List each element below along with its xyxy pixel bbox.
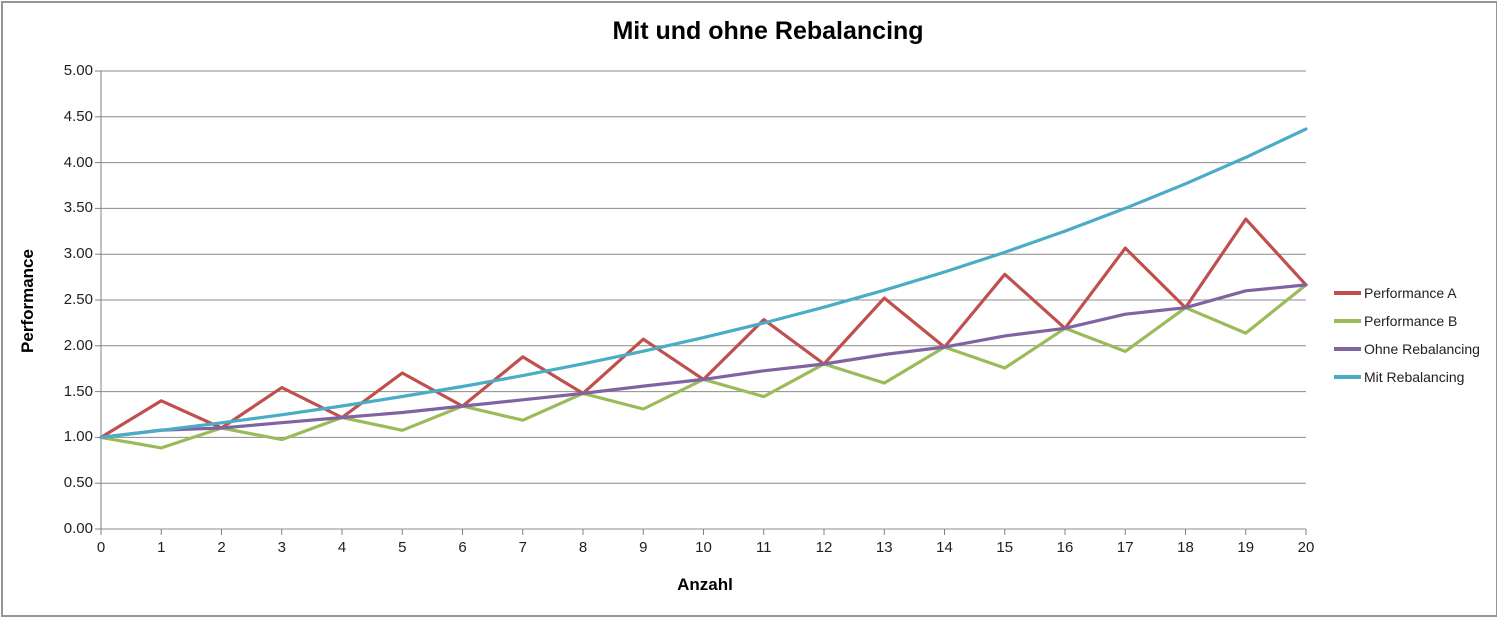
legend-line-swatch: [1334, 375, 1361, 379]
legend[interactable]: Performance A Performance B Ohne Rebalanci…: [1334, 279, 1480, 391]
x-tick-label-7: 7: [518, 539, 527, 556]
chart-title[interactable]: Mit und ohne Rebalancing: [612, 17, 924, 45]
legend-line-swatch: [1334, 319, 1361, 323]
x-tick-label-1: 1: [157, 539, 166, 556]
x-tick-label-6: 6: [458, 539, 467, 556]
legend-line-swatch: [1334, 347, 1361, 351]
x-axis-title[interactable]: Anzahl: [677, 575, 733, 594]
legend-line-swatch: [1334, 291, 1361, 295]
y-tick-label-3.50: 3.50: [63, 199, 93, 217]
x-tick-label-5: 5: [398, 539, 407, 556]
legend-item-performance-a[interactable]: Performance A: [1334, 279, 1480, 307]
series-line-ohne-rebalancing[interactable]: [99, 283, 1308, 439]
x-tick-label-2: 2: [217, 539, 226, 556]
x-tick-label-19: 19: [1237, 539, 1255, 556]
legend-label: Performance A: [1364, 285, 1457, 301]
y-tick-label-4.00: 4.00: [63, 153, 93, 171]
x-tick-label-8: 8: [578, 539, 588, 556]
x-tick-label-9: 9: [639, 539, 648, 556]
series-line-performance-a[interactable]: [99, 217, 1308, 439]
legend-label: Mit Rebalancing: [1364, 369, 1465, 385]
x-tick-label-10: 10: [695, 539, 712, 556]
y-tick-label-1.00: 1.00: [63, 428, 93, 446]
x-tick-label-0: 0: [96, 539, 106, 556]
y-tick-label-0.50: 0.50: [63, 474, 93, 492]
legend-item-mit-rebalancing[interactable]: Mit Rebalancing: [1334, 363, 1480, 391]
y-tick-label-5.00: 5.00: [63, 62, 93, 79]
series-line-mit-rebalancing[interactable]: [99, 127, 1308, 439]
x-tick-label-13: 13: [875, 539, 893, 556]
x-tick-label-17: 17: [1116, 539, 1134, 556]
y-tick-label-2.00: 2.00: [63, 336, 93, 354]
y-tick-label-3.00: 3.00: [63, 245, 93, 263]
legend-label: Performance B: [1364, 313, 1458, 329]
legend-item-ohne-rebalancing[interactable]: Ohne Rebalancing: [1334, 335, 1480, 363]
y-tick-label-0.00: 0.00: [63, 520, 93, 537]
legend-item-performance-b[interactable]: Performance B: [1334, 307, 1480, 335]
x-tick-label-18: 18: [1177, 539, 1194, 556]
x-tick-label-12: 12: [815, 539, 833, 556]
x-tick-label-14: 14: [936, 539, 953, 556]
x-tick-label-16: 16: [1056, 539, 1074, 556]
x-tick-label-15: 15: [996, 539, 1014, 556]
x-tick-label-20: 20: [1297, 539, 1315, 556]
x-tick-label-4: 4: [337, 539, 347, 556]
plot-area[interactable]: [3, 3, 1496, 615]
x-tick-label-11: 11: [755, 539, 772, 556]
y-tick-label-2.50: 2.50: [63, 291, 93, 308]
legend-label: Ohne Rebalancing: [1364, 341, 1480, 357]
y-tick-label-4.50: 4.50: [63, 107, 93, 125]
y-tick-label-1.50: 1.50: [63, 382, 93, 400]
x-tick-label-3: 3: [277, 539, 286, 556]
